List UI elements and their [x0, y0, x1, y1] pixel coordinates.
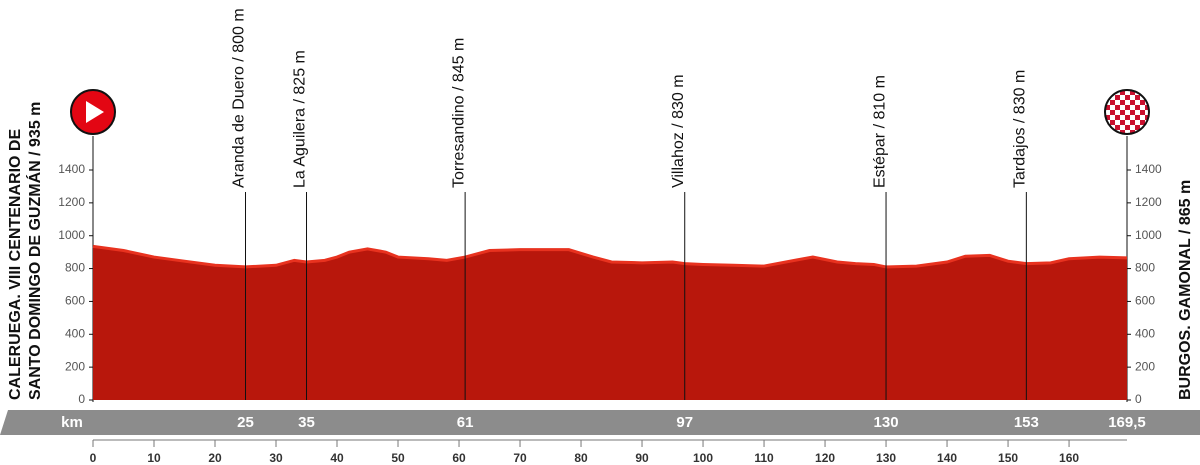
x-tick-label: 120 [815, 451, 835, 465]
waypoint-label: La Aguilera / 825 m [292, 50, 309, 188]
start-label: CALERUEGA. VIII CENTENARIO DE [7, 129, 24, 400]
x-tick-label: 70 [513, 451, 527, 465]
y-tick-label: 400 [1135, 326, 1155, 340]
x-tick-label: 50 [391, 451, 405, 465]
y-tick-label: 0 [78, 392, 85, 406]
profile-area [93, 246, 1127, 400]
waypoint-km: 61 [457, 414, 474, 431]
y-tick-label: 800 [65, 261, 85, 275]
x-tick-label: 130 [876, 451, 896, 465]
km-band [0, 410, 1200, 435]
waypoint-label: Aranda de Duero / 800 m [231, 8, 248, 188]
x-tick-label: 10 [147, 451, 161, 465]
finish-label: BURGOS. GAMONAL / 865 m [1177, 180, 1194, 400]
waypoint-label: Torresandino / 845 m [450, 38, 467, 188]
x-tick-label: 140 [937, 451, 957, 465]
y-tick-label: 1400 [1135, 162, 1162, 176]
y-tick-label: 1200 [1135, 195, 1162, 209]
waypoint-km: 25 [237, 414, 254, 431]
start-label: SANTO DOMINGO DE GUZMÁN / 935 m [25, 102, 44, 400]
x-tick-label: 0 [90, 451, 97, 465]
x-tick-label: 150 [998, 451, 1018, 465]
waypoint-km: 35 [298, 414, 315, 431]
y-tick-label: 200 [1135, 359, 1155, 373]
y-tick-label: 1200 [58, 195, 85, 209]
x-tick-label: 30 [269, 451, 283, 465]
x-tick-label: 110 [754, 451, 774, 465]
x-tick-label: 20 [208, 451, 222, 465]
x-tick-label: 80 [574, 451, 588, 465]
finish-km: 169,5 [1108, 414, 1146, 431]
x-tick-label: 160 [1059, 451, 1079, 465]
waypoint-label: Tardajos / 830 m [1012, 70, 1029, 188]
x-tick-label: 60 [452, 451, 466, 465]
x-tick-label: 90 [635, 451, 649, 465]
waypoint-km: 153 [1014, 414, 1039, 431]
y-tick-label: 600 [65, 294, 85, 308]
finish-icon [1104, 89, 1150, 135]
x-tick-label: 40 [330, 451, 344, 465]
waypoint-label: Villahoz / 830 m [670, 74, 687, 188]
y-tick-label: 800 [1135, 261, 1155, 275]
y-tick-label: 1000 [1135, 228, 1162, 242]
waypoint-km: 130 [874, 414, 899, 431]
y-tick-label: 400 [65, 326, 85, 340]
y-tick-label: 600 [1135, 294, 1155, 308]
y-tick-label: 200 [65, 359, 85, 373]
waypoint-label: Estépar / 810 m [871, 75, 888, 188]
waypoint-km: 97 [676, 414, 693, 431]
km-label: km [61, 414, 83, 431]
y-tick-label: 1400 [58, 162, 85, 176]
profile-edge [92, 244, 1128, 269]
x-tick-label: 100 [693, 451, 713, 465]
y-tick-label: 1000 [58, 228, 85, 242]
y-tick-label: 0 [1135, 392, 1142, 406]
start-icon [70, 89, 116, 135]
